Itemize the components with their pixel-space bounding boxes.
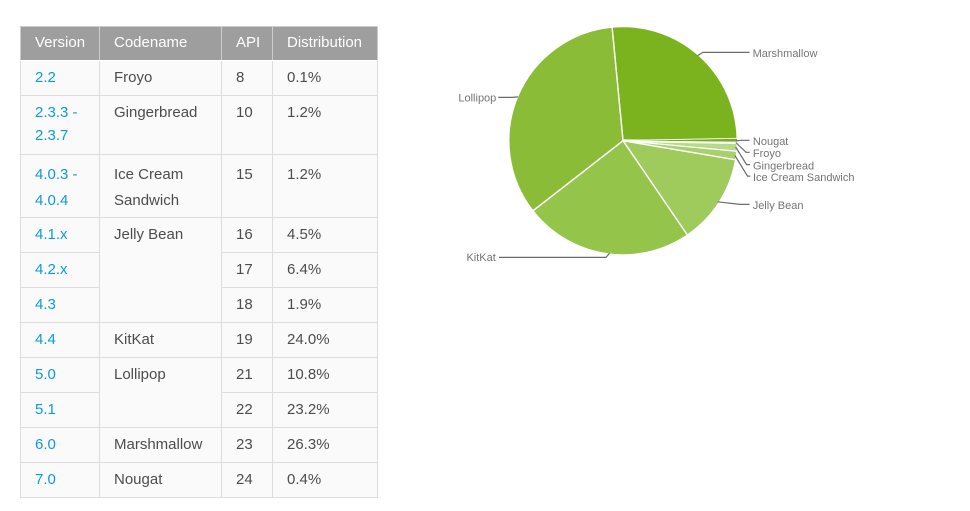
svg-text:Nougat: Nougat [753, 136, 788, 148]
svg-text:KitKat: KitKat [466, 252, 495, 264]
svg-text:Froyo: Froyo [753, 148, 781, 160]
svg-text:Jelly Bean: Jelly Bean [753, 200, 804, 212]
svg-text:Marshmallow: Marshmallow [753, 48, 818, 60]
svg-text:Lollipop: Lollipop [458, 93, 496, 105]
svg-text:Gingerbread: Gingerbread [753, 160, 814, 172]
svg-text:Ice Cream Sandwich: Ice Cream Sandwich [753, 172, 855, 184]
